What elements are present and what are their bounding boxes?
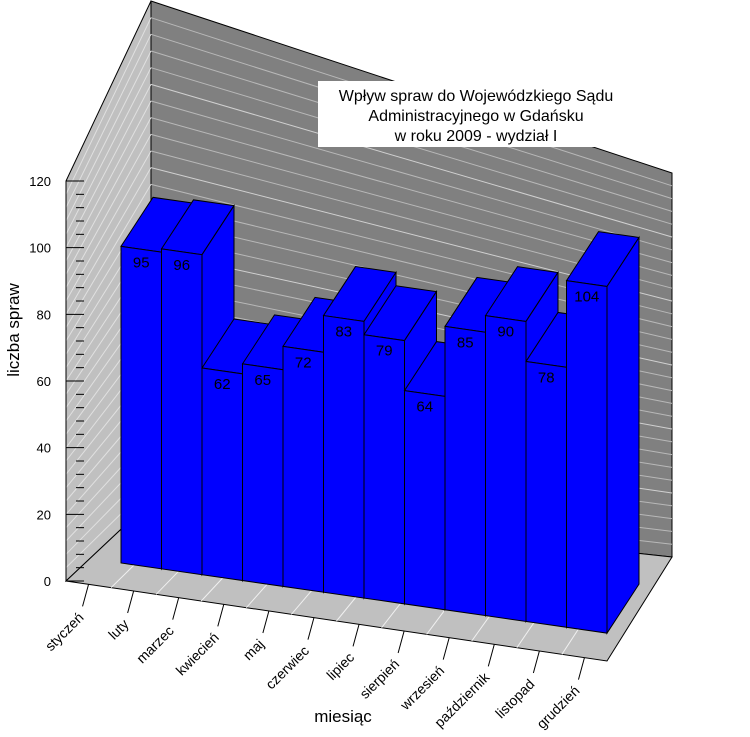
x-axis-title: miesiąc <box>314 707 372 726</box>
gridline-side <box>65 150 152 302</box>
x-tick-label: listopad <box>492 676 537 721</box>
gridline-back <box>150 100 673 251</box>
bar-front <box>201 367 243 582</box>
bar-value-label: 72 <box>295 354 312 371</box>
gridline-side <box>65 167 152 315</box>
bar-front <box>282 345 324 593</box>
bar-value-label: 85 <box>457 334 474 351</box>
bar-value-label: 78 <box>538 369 555 386</box>
gridline-side <box>65 84 152 248</box>
bar-value-label: 62 <box>214 376 231 393</box>
y-axis-title: liczba spraw <box>4 283 23 377</box>
chart-title-line: w roku 2009 - wydział I <box>394 128 558 145</box>
gridline-side <box>65 17 152 195</box>
y-axis: 0 20 40 60 80 100 120 <box>29 174 84 589</box>
x-tick <box>307 617 315 640</box>
x-tick-label: marzec <box>133 622 177 666</box>
x-tick-label: luty <box>105 616 132 643</box>
y-tick-label: 20 <box>37 507 51 522</box>
gridline-side <box>65 134 152 288</box>
bar-value-label: 104 <box>574 289 599 306</box>
bar-value-label: 65 <box>254 372 271 389</box>
bar-value-label: 64 <box>416 399 433 416</box>
bar-value-label: 83 <box>335 323 352 340</box>
bar-front <box>363 334 405 605</box>
gridline-side <box>65 67 152 235</box>
y-tick-label: 60 <box>37 374 51 389</box>
gridline-back <box>150 117 673 264</box>
chart-title-box: Wpływ spraw do Wojewódzkiego Sądu Adminis… <box>318 81 634 147</box>
chart-title-line: Administracyjnego w Gdańsku <box>368 108 583 125</box>
x-tick-label: grudzień <box>533 682 582 731</box>
x-tick <box>172 597 180 620</box>
x-tick-label: czerwiec <box>262 642 312 692</box>
bar-front <box>485 315 527 623</box>
bar-value-label: 96 <box>173 257 190 274</box>
gridline-side <box>65 50 152 222</box>
title-background <box>318 81 634 147</box>
bar-front <box>404 390 446 611</box>
x-tick-label: maj <box>240 636 267 663</box>
bar-front <box>161 248 203 576</box>
x-tick <box>487 644 495 667</box>
bar-side <box>606 235 640 635</box>
x-tick-label: sierpień <box>356 656 402 702</box>
bar: 104 <box>565 231 640 635</box>
y-tick-label: 80 <box>37 307 51 322</box>
gridline-back <box>150 83 673 238</box>
x-tick <box>127 590 135 614</box>
x-tick <box>442 637 450 660</box>
y-tick-label: 0 <box>44 574 51 589</box>
x-tick <box>577 657 585 680</box>
gridline-side <box>65 34 152 208</box>
gridline-side <box>65 117 152 275</box>
bar-front <box>525 360 567 628</box>
bar-front <box>242 363 284 587</box>
gridline-side <box>65 184 152 328</box>
bar-front <box>566 280 608 634</box>
x-tick-label: lipiec <box>323 649 357 683</box>
x-tick <box>217 604 225 627</box>
x-tick-label: kwiecień <box>173 629 222 678</box>
bar-front <box>323 314 365 599</box>
chart-title-line: Wpływ spraw do Wojewódzkiego Sądu <box>339 88 614 105</box>
bars: 95 96 62 65 72 83 79 64 85 90 78 104 <box>120 196 640 635</box>
bar-value-label: 95 <box>133 254 150 271</box>
x-tick-label: styczeń <box>42 609 87 654</box>
x-tick <box>532 650 540 674</box>
bar-value-label: 90 <box>497 324 514 341</box>
x-tick-label: wrzesień <box>396 662 447 713</box>
x-tick <box>262 610 270 634</box>
y-tick-label: 120 <box>29 174 51 189</box>
x-tick <box>397 630 405 654</box>
bar-front <box>444 325 486 617</box>
x-tick <box>352 624 360 647</box>
bar-front <box>120 245 162 570</box>
x-tick <box>82 584 90 607</box>
y-tick-label: 100 <box>29 241 51 256</box>
y-tick-label: 40 <box>37 441 51 456</box>
bar-value-label: 79 <box>376 343 393 360</box>
